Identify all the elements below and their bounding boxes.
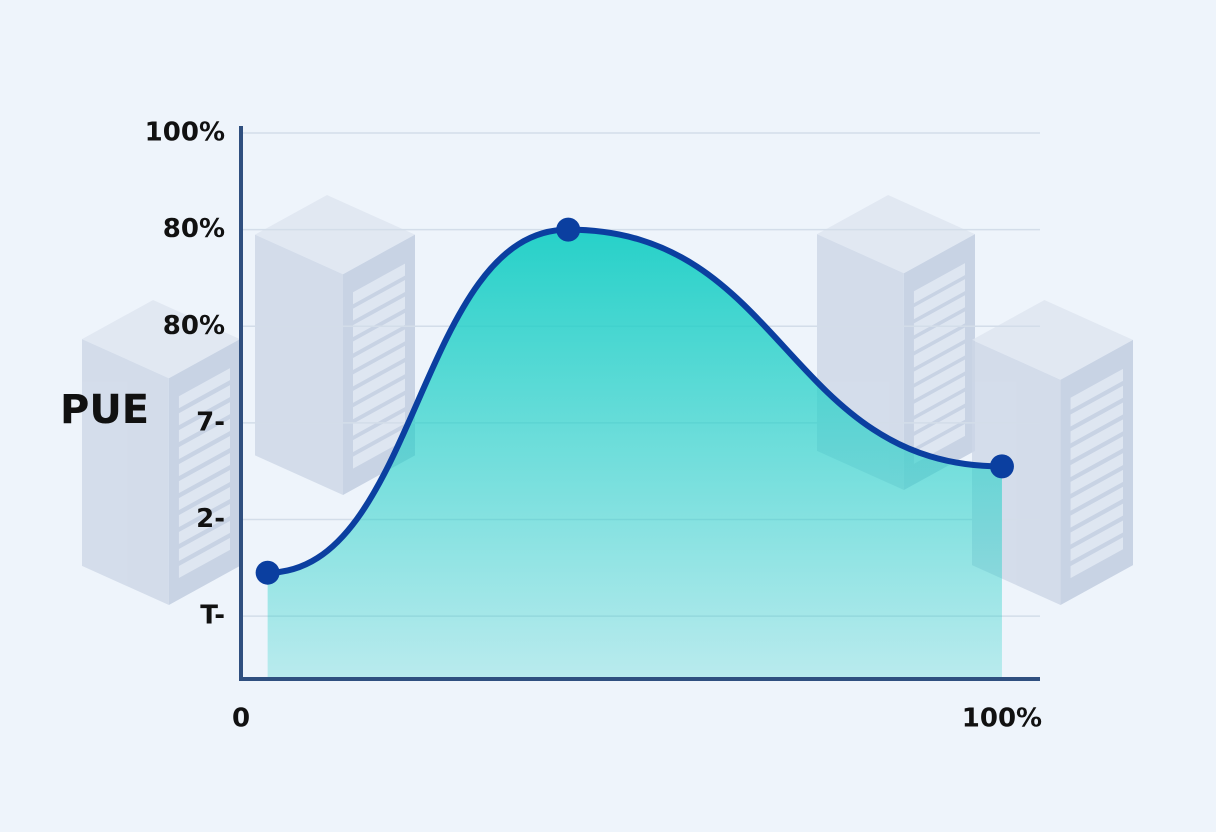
server-slot — [353, 362, 405, 403]
server-slot — [1070, 486, 1123, 528]
x-tick-label: 0 — [232, 704, 250, 734]
server-slot — [1070, 537, 1123, 579]
plot: 100% 80% 80% 7- 2- T- 0 100% — [145, 118, 1042, 734]
server-slot — [178, 436, 230, 477]
y-tick-label: T- — [200, 601, 225, 631]
server-slot — [178, 385, 230, 426]
server-slot — [178, 503, 230, 545]
server-top — [255, 195, 415, 275]
server-slot — [178, 419, 230, 460]
server-slot — [913, 407, 965, 448]
server-slot — [1070, 368, 1123, 410]
server-slot — [353, 411, 405, 453]
server-slot — [913, 311, 965, 352]
server-top — [82, 300, 240, 379]
area — [267, 229, 1002, 680]
server-slot — [913, 295, 965, 336]
server-slot — [913, 375, 965, 416]
server-slot — [1070, 436, 1123, 478]
server-slot — [1070, 503, 1123, 545]
server-slot — [1070, 453, 1123, 494]
server-slot — [178, 402, 230, 443]
server-slot — [353, 427, 405, 469]
server-top — [972, 300, 1133, 380]
server-slot — [178, 368, 230, 409]
server-slot — [353, 345, 405, 387]
y-tick-label: 100% — [145, 118, 225, 148]
server-slot — [913, 359, 965, 400]
server-slot — [1070, 385, 1123, 427]
server-slot — [1070, 520, 1123, 562]
server-slot — [1070, 419, 1123, 461]
server-icon — [82, 300, 240, 605]
server-slot — [913, 263, 965, 304]
server-slot — [1070, 469, 1123, 511]
y-tick-label: 80% — [163, 311, 225, 341]
server-front — [82, 339, 169, 605]
server-slot — [913, 343, 965, 384]
server-slot — [178, 520, 230, 562]
server-slot — [353, 263, 405, 305]
server-slot — [353, 329, 405, 370]
server-slot — [178, 453, 230, 494]
server-slot — [913, 279, 965, 320]
y-tick-label: 80% — [163, 214, 225, 244]
server-slot — [913, 327, 965, 368]
server-slot — [178, 537, 230, 579]
server-slot — [178, 486, 230, 528]
point — [255, 560, 280, 585]
y-tick-label: 7- — [196, 407, 225, 437]
y-tick-label: 2- — [196, 504, 225, 534]
server-top — [817, 195, 975, 274]
server-icon — [817, 195, 975, 490]
server-slot — [353, 312, 405, 354]
server-slot — [353, 395, 405, 436]
x-tick-label: 100% — [962, 704, 1042, 734]
server-slot — [353, 280, 405, 321]
point — [556, 217, 581, 242]
server-slot — [1070, 402, 1123, 444]
server-slot — [353, 378, 405, 420]
server-icon — [255, 195, 415, 495]
server-slot — [178, 469, 230, 511]
background-servers — [82, 195, 1133, 605]
server-front — [255, 234, 343, 495]
y-axis-label: PUE — [60, 387, 149, 433]
point — [989, 454, 1014, 479]
server-slot — [913, 391, 965, 432]
